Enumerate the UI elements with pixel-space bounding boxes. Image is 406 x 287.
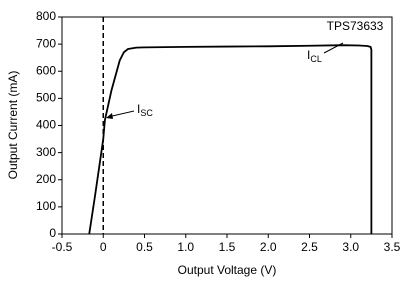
- x-tick-label: -0.5: [52, 240, 73, 254]
- y-axis-label: Output Current (mA): [6, 71, 20, 180]
- y-tick-label: 700: [36, 36, 56, 50]
- annotation-sub: CL: [310, 54, 322, 64]
- plot-frame: [61, 16, 393, 235]
- annotation: TPS73633: [327, 19, 384, 33]
- x-tick-label: 1.5: [219, 240, 236, 254]
- y-tick-label: 100: [36, 199, 56, 213]
- data-line: [88, 44, 373, 235]
- x-tick-label: 2.0: [260, 240, 277, 254]
- x-tick-label: 3.0: [342, 240, 359, 254]
- y-tick-label: 400: [36, 118, 56, 132]
- annotation: ISC: [137, 102, 153, 118]
- annotation-text: I: [137, 102, 140, 116]
- y-tick-label: 500: [36, 91, 56, 105]
- annotation-sub: SC: [140, 108, 153, 118]
- arrow-head: [106, 113, 113, 119]
- y-tick-label: 600: [36, 63, 56, 77]
- x-tick-label: 2.5: [301, 240, 318, 254]
- y-tick-label: 800: [36, 9, 56, 23]
- y-tick-label: 300: [36, 145, 56, 159]
- annotation: ICL: [307, 48, 322, 64]
- y-tick-label: 200: [36, 172, 56, 186]
- x-tick-label: 3.5: [384, 240, 401, 254]
- y-tick-label: 0: [49, 226, 56, 240]
- annotation-text: I: [307, 48, 310, 62]
- x-tick-label: 0: [100, 240, 107, 254]
- x-axis-label: Output Voltage (V): [178, 263, 277, 277]
- x-tick-label: 0.5: [136, 240, 153, 254]
- x-tick-label: 1.0: [177, 240, 194, 254]
